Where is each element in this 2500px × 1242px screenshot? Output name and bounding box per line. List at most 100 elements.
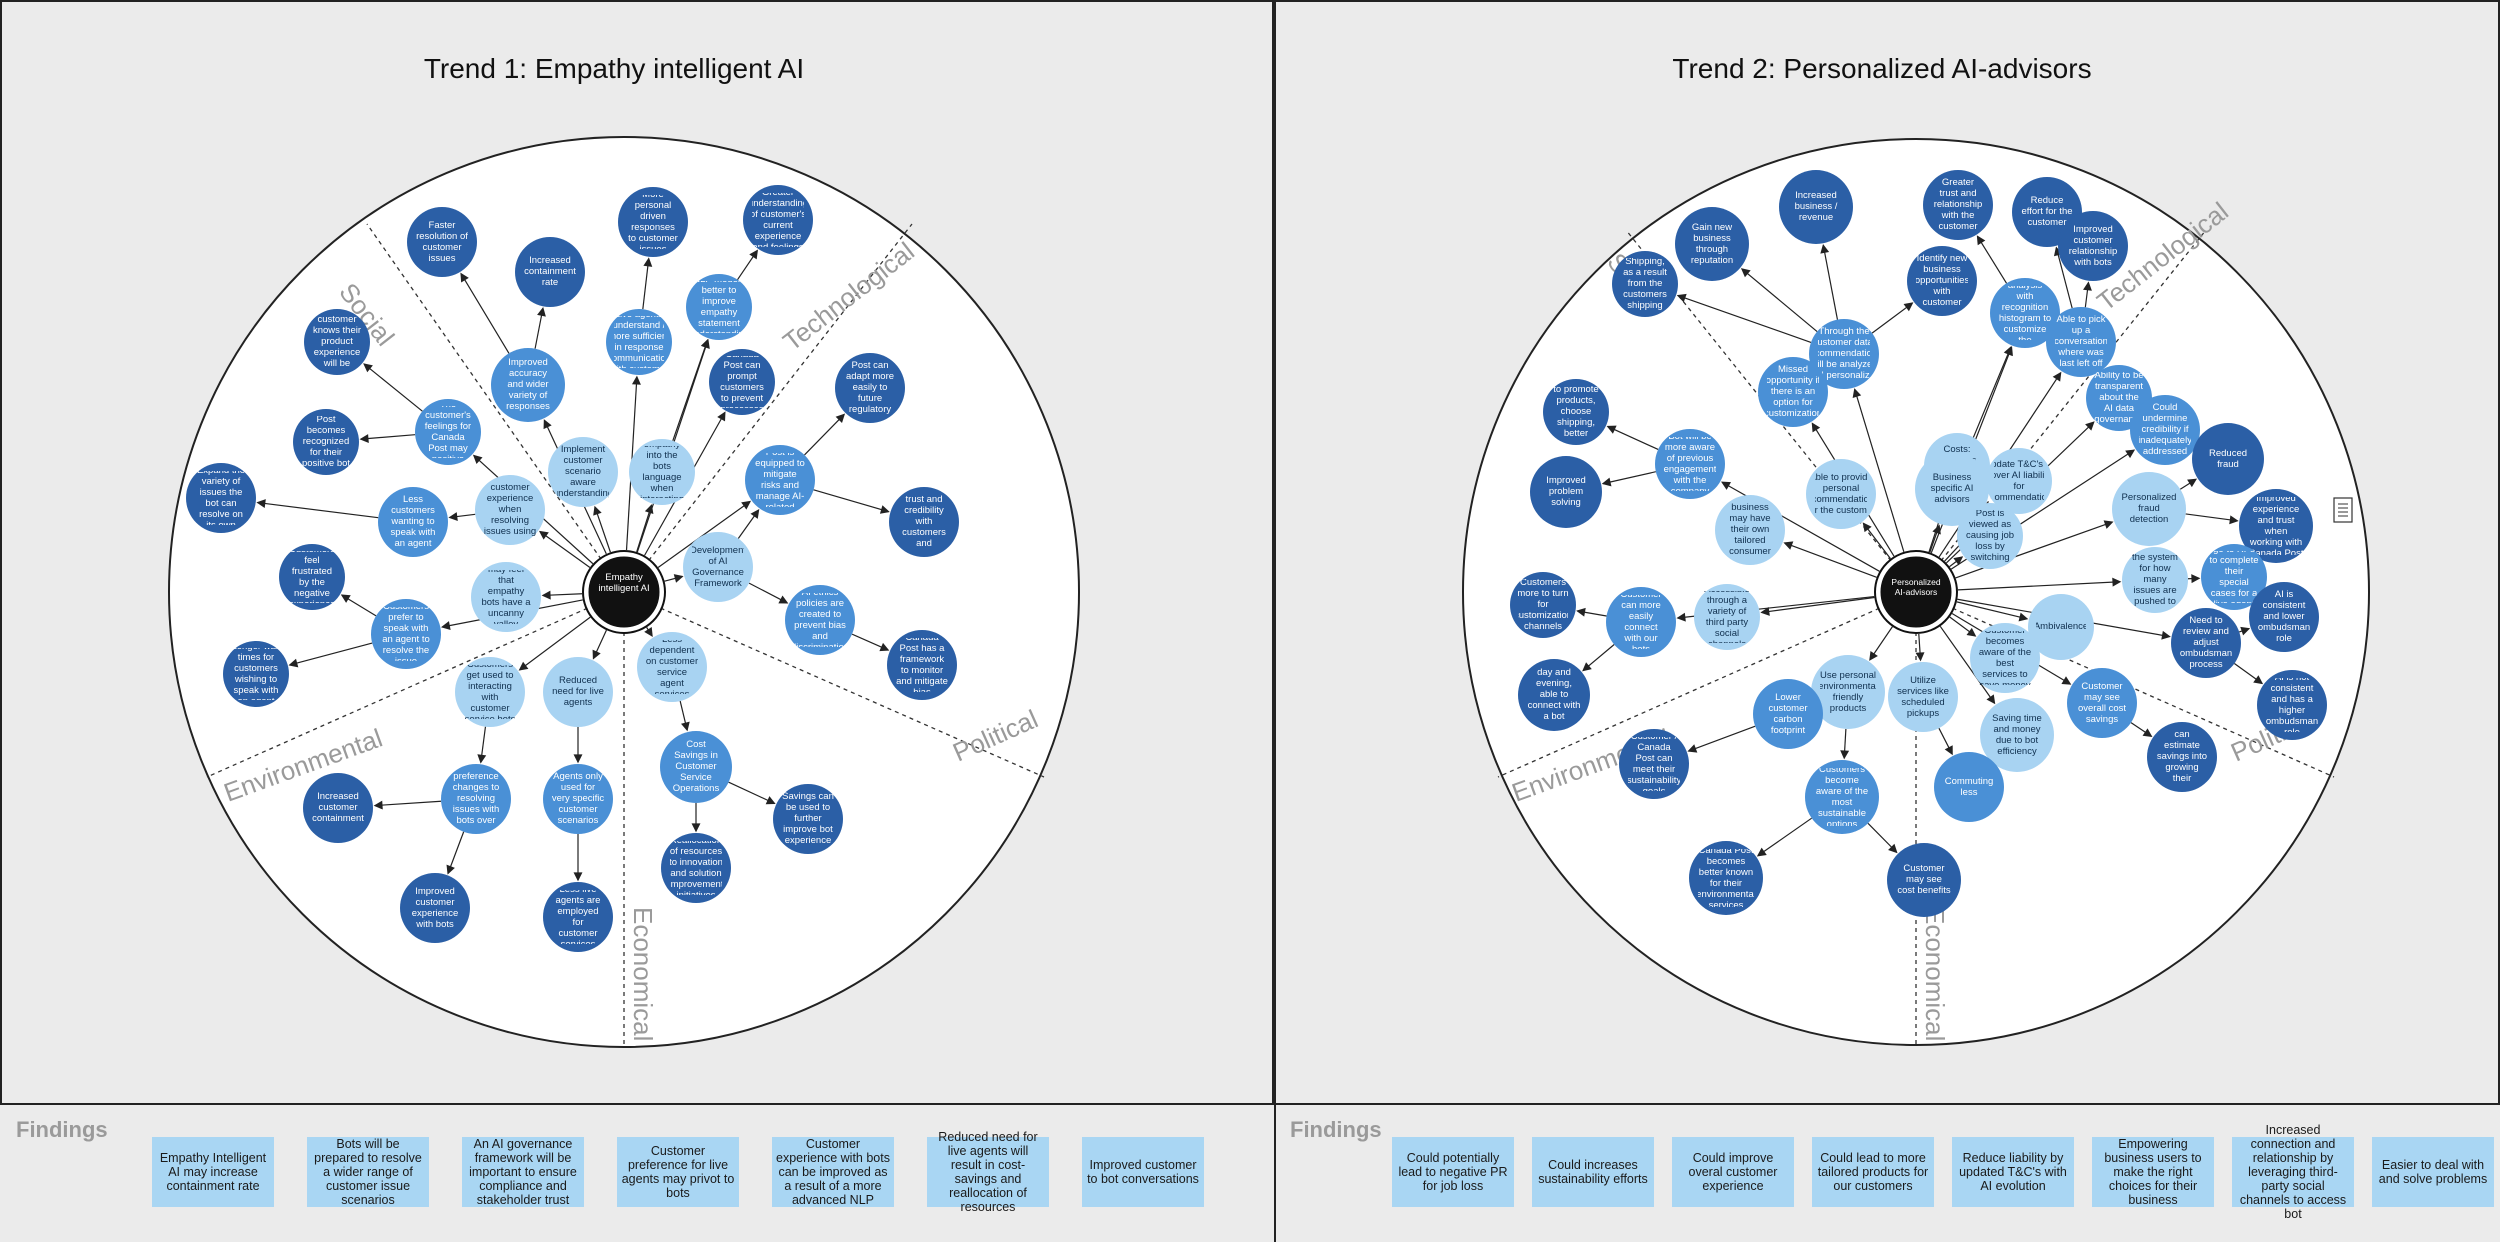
trend1-node[interactable]: Reduced need for live agents xyxy=(543,657,613,727)
trend1-node[interactable]: AI ethics policies are created to preven… xyxy=(785,585,855,655)
trend1-finding-card[interactable]: Reduced need for live agents will result… xyxy=(927,1137,1049,1207)
trend2-node[interactable]: Increased business / revenue xyxy=(1779,170,1853,244)
trend1-node[interactable]: Faster resolution of customer issues xyxy=(407,207,477,277)
trend1-node[interactable]: Canada Post has a framework to monitor a… xyxy=(887,630,957,700)
trend2-node[interactable]: Customer can estimate savings into growi… xyxy=(2147,722,2217,792)
trend2-node[interactable]: Bot will be more aware of previous engag… xyxy=(1655,429,1725,499)
trend2-node[interactable]: Canada Post is viewed as causing job los… xyxy=(1957,503,2023,569)
trend2-node[interactable]: Customer may see overall cost savings xyxy=(2067,668,2137,738)
trend2-node-label: Customer becomes aware of the best servi… xyxy=(1979,631,2032,686)
trend1-node-label: Savings can be used to further improve b… xyxy=(782,792,835,847)
trend2-node[interactable]: Personalized fraud detection xyxy=(2112,472,2186,546)
trend1-node[interactable]: Live agents understand / more sufficient… xyxy=(606,309,672,375)
trend2-node[interactable]: Need to review and adjust ombudsman proc… xyxy=(2171,608,2241,678)
trend1-finding-card[interactable]: Customer preference for live agents may … xyxy=(617,1137,739,1207)
trend2-node[interactable]: Commuting less xyxy=(1934,752,2004,822)
trend2-node[interactable]: Canada Post becomes better known for the… xyxy=(1689,841,1763,915)
trend1-finding-card[interactable]: Improved customer to bot conversations xyxy=(1082,1137,1204,1207)
trend1-node[interactable]: Less live agents are employed for custom… xyxy=(543,882,613,952)
trend1-node[interactable]: Longer wait times for customers wishing … xyxy=(223,641,289,707)
trend2-finding-card[interactable]: Could improve overal customer experience xyxy=(1672,1137,1794,1207)
trend1-node[interactable]: Canada Post can prompt customers to prev… xyxy=(709,349,775,415)
trend1-node[interactable]: Implement customer scenario aware unders… xyxy=(548,437,618,507)
trend2-node-label: Identify new business opportunities with… xyxy=(1916,254,1969,309)
trend1-node[interactable]: Less dependent on customer service agent… xyxy=(637,632,707,702)
trend2-node[interactable]: Lower customer carbon footprint xyxy=(1753,679,1823,749)
trend1-node-label: Agents only used for very specific custo… xyxy=(552,772,605,827)
trend2-node[interactable]: Each business may have their own tailore… xyxy=(1715,495,1785,565)
trend1-node[interactable]: Increased containment rate xyxy=(515,237,585,307)
trend1-node[interactable]: Canada Post becomes recognized for their… xyxy=(293,409,359,475)
trend2-node-label: Customers go to RPs to complete their sp… xyxy=(2209,551,2259,602)
trend1-node[interactable]: Improved customer experience with bots xyxy=(400,873,470,943)
trend1-node[interactable]: Improved accuracy and wider variety of r… xyxy=(491,348,565,422)
trend2-finding-card[interactable]: Increased connection and relationship by… xyxy=(2232,1137,2354,1207)
trend1-node[interactable]: Increased customer containment xyxy=(303,773,373,843)
trend1-node[interactable]: Less customers wanting to speak with an … xyxy=(378,487,448,557)
trend1-node[interactable]: Development of AI Governance Framework xyxy=(683,532,753,602)
trend1-node[interactable]: NLP models better to improve empathy sta… xyxy=(686,274,752,340)
trend1-node[interactable]: Savings can be used to further improve b… xyxy=(773,784,843,854)
trend1-node-label: The customer's feelings for Canada Post … xyxy=(423,406,473,457)
trend1-node[interactable]: Canada Post builds empathy into the bots… xyxy=(629,439,695,505)
trend1-node[interactable]: Customers feel frustrated by the negativ… xyxy=(279,544,345,610)
trend2-node[interactable]: Increasing convenience, day and evening,… xyxy=(1518,659,1590,731)
trend1-node[interactable]: Improved customer experience when resolv… xyxy=(475,475,545,545)
trend2-finding-card[interactable]: Reduce liability by updated T&C's with A… xyxy=(1952,1137,2074,1207)
trend2-finding-card[interactable]: Empowering business users to make the ri… xyxy=(2092,1137,2214,1207)
trend1-node[interactable]: Agents only used for very specific custo… xyxy=(543,764,613,834)
trend2-node-label: Canada Post becomes better known for the… xyxy=(1698,849,1754,907)
trend1-node-label: Faster resolution of customer issues xyxy=(416,215,469,270)
trend2-sector-economical: Economical xyxy=(1920,907,1950,1041)
trend2-node[interactable]: Gain new business through reputation xyxy=(1675,207,1749,281)
trend2-node[interactable]: Customers become aware of the most susta… xyxy=(1805,760,1879,834)
trend2-finding-card[interactable]: Could increases sustainability efforts xyxy=(1532,1137,1654,1207)
trend1-finding-card[interactable]: Customer experience with bots can be imp… xyxy=(772,1137,894,1207)
trend2-node[interactable]: Could undermine credibility if inadequat… xyxy=(2130,395,2200,465)
trend2-finding-card[interactable]: Easier to deal with and solve problems xyxy=(2372,1137,2494,1207)
trend1-node[interactable]: Customer preference changes to resolving… xyxy=(441,764,511,834)
trend2-node[interactable]: Reduced fraud xyxy=(2192,423,2264,495)
trend2-node[interactable]: Able to provide personal recommendations… xyxy=(1806,459,1876,529)
trend2-node[interactable]: Improved customer relationship with bots xyxy=(2058,211,2128,281)
trend2-node[interactable]: Identify new business opportunities with… xyxy=(1907,246,1977,316)
trend1-node[interactable]: More personal driven responses to custom… xyxy=(618,187,688,257)
document-icon[interactable] xyxy=(2334,498,2352,522)
trend2-node[interactable]: Improved problem solving xyxy=(1530,456,1602,528)
trend1-finding-card[interactable]: Empathy Intelligent AI may increase cont… xyxy=(152,1137,274,1207)
trend1-node[interactable]: Expand the variety of issues the bot can… xyxy=(186,463,256,533)
trend1-finding-card[interactable]: Bots will be prepared to resolve a wider… xyxy=(307,1137,429,1207)
trend2-node[interactable]: Ambivalence xyxy=(2028,594,2094,660)
trend1-node[interactable]: Customers may feel that empathy bots hav… xyxy=(471,562,541,632)
trend2-node[interactable]: The ability to promote products, choose … xyxy=(1543,379,1609,445)
trend2-node[interactable]: AI is not consistent and has a higher om… xyxy=(2257,670,2327,740)
trend2-finding-card[interactable]: Could potentially lead to negative PR fo… xyxy=(1392,1137,1514,1207)
trend2-node[interactable]: Missed opportunity if there is an option… xyxy=(1758,357,1828,427)
trend1-node[interactable]: The customer knows their product experie… xyxy=(304,309,370,375)
trend2-node[interactable]: Customer may see cost benefits xyxy=(1887,843,1961,917)
trend1-finding-card[interactable]: An AI governance framework will be impor… xyxy=(462,1137,584,1207)
trend2-node[interactable]: Utilize services like scheduled pickups xyxy=(1888,662,1958,732)
trend2-node[interactable]: Customers more to turn for customization… xyxy=(1510,572,1576,638)
trend1-title: Trend 1: Empathy intelligent AI xyxy=(424,53,804,84)
trend1-node[interactable]: Cost Savings in Customer Service Operati… xyxy=(660,731,732,803)
trend2-node[interactable]: Customer / Canada Post can meet their su… xyxy=(1619,729,1689,799)
trend2-node[interactable]: Able to pick up a conversation where was… xyxy=(2046,307,2116,377)
trend2-node-label: Through the customer data, recommendatio… xyxy=(1818,327,1871,382)
trend1-node[interactable]: Customers prefer to speak with an agent … xyxy=(371,599,441,669)
trend2-finding-card[interactable]: Could lead to more tailored products for… xyxy=(1812,1137,1934,1207)
trend1-node-label: Canada Post can prompt customers to prev… xyxy=(717,356,767,407)
trend2-node[interactable]: Greater trust and relationship with the … xyxy=(1923,170,1993,240)
trend2-node[interactable]: Accessible through a variety of third pa… xyxy=(1694,584,1760,650)
trend1-node[interactable]: Canada Post can adapt more easily to fut… xyxy=(835,353,905,423)
trend1-node[interactable]: The customer's feelings for Canada Post … xyxy=(415,399,481,465)
trend2-node[interactable]: Customer can more easily connect with ou… xyxy=(1606,587,1676,657)
trend2-node[interactable]: Batch Shipping, as a result from the cus… xyxy=(1612,251,1678,317)
trend1-node[interactable]: Customers get used to interacting with c… xyxy=(455,657,525,727)
trend2-node[interactable]: Adjusting the system for how many issues… xyxy=(2122,547,2188,613)
trend1-node[interactable]: Greater understanding of customer's curr… xyxy=(743,185,813,255)
trend2-node[interactable]: AI is consistent and lower ombudsman rol… xyxy=(2249,582,2319,652)
trend1-node[interactable]: Reallocation of resources to innovation … xyxy=(661,833,731,903)
trend1-node[interactable]: Canada Post is equipped to mitigate risk… xyxy=(745,445,815,515)
trend1-node[interactable]: Ensures trust and credibility with custo… xyxy=(889,487,959,557)
